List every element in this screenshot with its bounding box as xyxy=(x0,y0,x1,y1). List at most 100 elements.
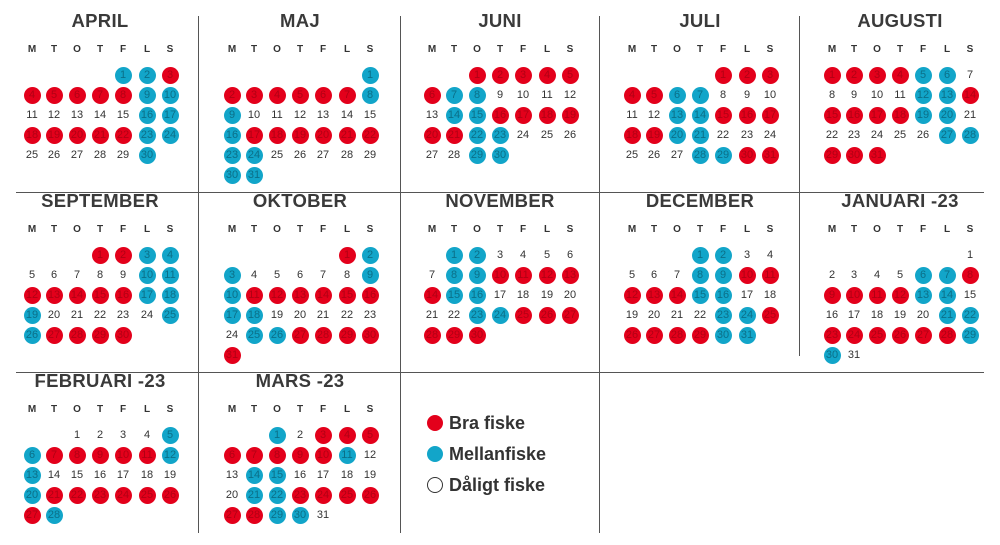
calendar-day: 21 xyxy=(316,308,330,321)
calendar-day: 10 xyxy=(138,266,156,284)
calendar-day: 21 xyxy=(670,308,684,321)
calendar-day: 22 xyxy=(825,128,839,141)
month-panel: MAJ M T O T F L S 1 2 3 4 5 6 7 8 9 10 11 12 13 14 15 16 17 18 19 2… xyxy=(200,0,400,184)
calendar-day: 25 xyxy=(138,486,156,504)
month-title: JULI xyxy=(679,10,721,31)
calendar-day: 10 xyxy=(845,286,863,304)
weekday-header: L xyxy=(343,224,351,235)
calendar-day: 16 xyxy=(293,468,307,481)
calendar-day: 29 xyxy=(363,148,377,161)
calendar-day: 22 xyxy=(447,308,461,321)
calendar-day: 26 xyxy=(268,326,286,344)
calendar-day: 18 xyxy=(891,106,909,124)
calendar-day: 21 xyxy=(938,306,956,324)
weekday-header: M xyxy=(227,44,237,55)
calendar-day: 30 xyxy=(223,166,241,184)
calendar-day: 15 xyxy=(91,286,109,304)
weekday-header: L xyxy=(343,404,351,415)
calendar-day: 25 xyxy=(514,306,532,324)
divider-vertical xyxy=(400,16,401,533)
calendar-day: 19 xyxy=(163,468,177,481)
calendar-day: 10 xyxy=(870,88,884,101)
calendar-day: 3 xyxy=(223,266,241,284)
calendar-day: 9 xyxy=(743,88,751,101)
calendar-day: 4 xyxy=(891,66,909,84)
calendar-day: 30 xyxy=(361,326,379,344)
calendar-day: 12 xyxy=(47,108,61,121)
calendar-day: 22 xyxy=(93,308,107,321)
calendar-day: 2 xyxy=(138,66,156,84)
calendar-day: 29 xyxy=(445,326,463,344)
calendar-day: 23 xyxy=(847,128,861,141)
calendar-day: 12 xyxy=(914,86,932,104)
calendar-day: 26 xyxy=(623,326,641,344)
calendar-day: 12 xyxy=(891,286,909,304)
calendar-day: 19 xyxy=(625,308,639,321)
calendar-day: 23 xyxy=(740,128,754,141)
weekday-header: T xyxy=(296,224,304,235)
calendar-day: 2 xyxy=(468,246,486,264)
calendar-day: 19 xyxy=(561,106,579,124)
calendar-day: 19 xyxy=(914,106,932,124)
weekday-header: F xyxy=(119,224,127,235)
month-title: JANUARI -23 xyxy=(841,190,959,211)
calendar-day: 26 xyxy=(361,486,379,504)
weekday-header: T xyxy=(96,44,104,55)
calendar-day: 6 xyxy=(50,268,58,281)
calendar-day: 5 xyxy=(914,66,932,84)
weekday-header: T xyxy=(450,224,458,235)
calendar-day: 4 xyxy=(538,66,556,84)
weekday-header: M xyxy=(627,44,637,55)
calendar-day: 25 xyxy=(270,148,284,161)
calendar-day: 7 xyxy=(319,268,327,281)
calendar-day: 28 xyxy=(447,148,461,161)
calendar-day: 23 xyxy=(116,308,130,321)
weekday-header: O xyxy=(73,404,81,415)
calendar-day: 4 xyxy=(250,268,258,281)
calendar-day: 16 xyxy=(738,106,756,124)
calendar-day: 24 xyxy=(245,146,263,164)
calendar-day: 15 xyxy=(445,286,463,304)
calendar-day: 30 xyxy=(823,346,841,364)
calendar-day: 28 xyxy=(245,506,263,524)
calendar-day: 24 xyxy=(225,328,239,341)
weekday-header: T xyxy=(250,224,258,235)
calendar-day: 10 xyxy=(738,266,756,284)
month-panel: OKTOBER M T O T F L S 1 2 3 4 5 6 7 8 9 10 11 12 13 14 15 16 17 1… xyxy=(200,180,400,364)
calendar-day: 21 xyxy=(70,308,84,321)
calendar-day: 18 xyxy=(763,288,777,301)
calendar-day: 31 xyxy=(245,166,263,184)
calendar-day: 31 xyxy=(761,146,779,164)
calendar-day: 6 xyxy=(314,86,332,104)
calendar-day: 14 xyxy=(445,106,463,124)
calendar-day: 8 xyxy=(114,86,132,104)
weekday-header: T xyxy=(696,44,704,55)
calendar-day: 31 xyxy=(316,508,330,521)
calendar-day: 23 xyxy=(491,126,509,144)
calendar-day: 18 xyxy=(340,468,354,481)
month-title: OKTOBER xyxy=(252,190,348,211)
weekday-header: L xyxy=(143,44,151,55)
calendar-day: 28 xyxy=(340,148,354,161)
calendar-day: 9 xyxy=(468,266,486,284)
weekday-header: T xyxy=(96,404,104,415)
calendar-day: 17 xyxy=(138,286,156,304)
month-title: MARS -23 xyxy=(255,370,345,391)
calendar-day: 17 xyxy=(245,126,263,144)
calendar-day: 1 xyxy=(966,248,974,261)
calendar-day: 15 xyxy=(963,288,977,301)
weekday-header: F xyxy=(719,44,727,55)
calendar-day: 25 xyxy=(25,148,39,161)
calendar-day: 16 xyxy=(138,106,156,124)
calendar-day: 23 xyxy=(363,308,377,321)
weekday-header: S xyxy=(766,224,774,235)
calendar-day: 13 xyxy=(914,286,932,304)
calendar-day: 26 xyxy=(647,148,661,161)
calendar-day: 16 xyxy=(491,106,509,124)
calendar-day: 18 xyxy=(870,308,884,321)
calendar-day: 7 xyxy=(73,268,81,281)
month-title: AUGUSTI xyxy=(857,10,943,31)
calendar-day: 29 xyxy=(116,148,130,161)
calendar-day: 6 xyxy=(650,268,658,281)
